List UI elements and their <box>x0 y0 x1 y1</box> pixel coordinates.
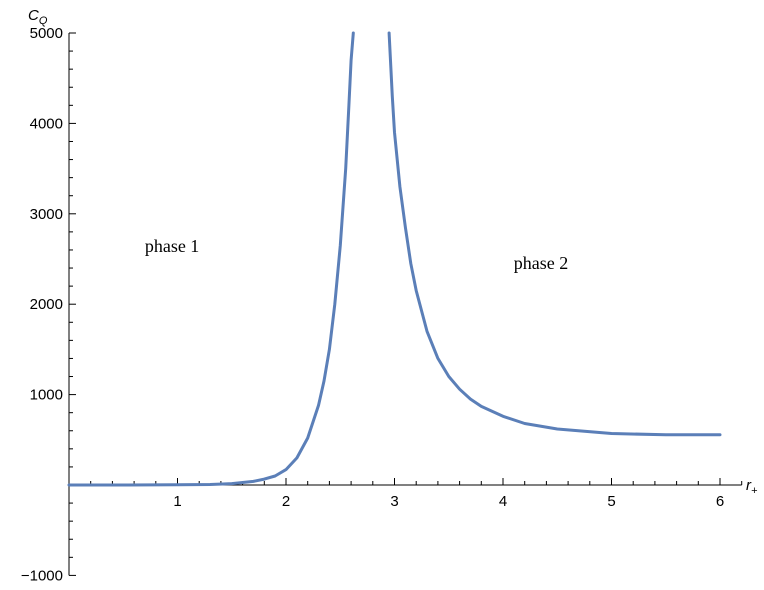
phase-annotation: phase 1 <box>145 236 199 256</box>
phase-annotation: phase 2 <box>514 253 568 273</box>
x-axis-label: r+ <box>746 477 758 497</box>
y-axis-label: CQ <box>28 7 48 27</box>
x-tick-label: 6 <box>716 493 724 510</box>
x-tick-label: 2 <box>282 493 290 510</box>
x-axis-label-sub: + <box>751 485 758 497</box>
series-line <box>387 31 722 437</box>
y-tick-label: −1000 <box>21 567 63 584</box>
x-tick-label: 4 <box>499 493 507 510</box>
y-tick-label: 2000 <box>30 296 63 313</box>
x-tick-label: 5 <box>607 493 615 510</box>
annotation-layer: phase 1 phase 2 <box>145 236 568 273</box>
y-tick-label: 1000 <box>30 387 63 404</box>
y-axis-label-main: C <box>28 7 39 24</box>
y-tick-label: 5000 <box>30 25 63 42</box>
y-axis-label-sub: Q <box>39 15 48 27</box>
x-tick-label: 3 <box>390 493 398 510</box>
series-line <box>67 31 355 487</box>
y-tick-label: 3000 <box>30 206 63 223</box>
x-tick-label: 1 <box>173 493 181 510</box>
x-ticks: 1 2 3 4 5 6 <box>90 478 743 510</box>
y-ticks: −1000 1000 2000 3000 4000 5000 <box>21 25 76 584</box>
y-tick-label: 4000 <box>30 115 63 132</box>
axes: 1 2 3 4 5 6 −1000 1000 2000 3000 4000 5000 <box>21 25 743 584</box>
x-axis-label-main: r <box>746 477 752 494</box>
series-layer <box>67 31 722 487</box>
